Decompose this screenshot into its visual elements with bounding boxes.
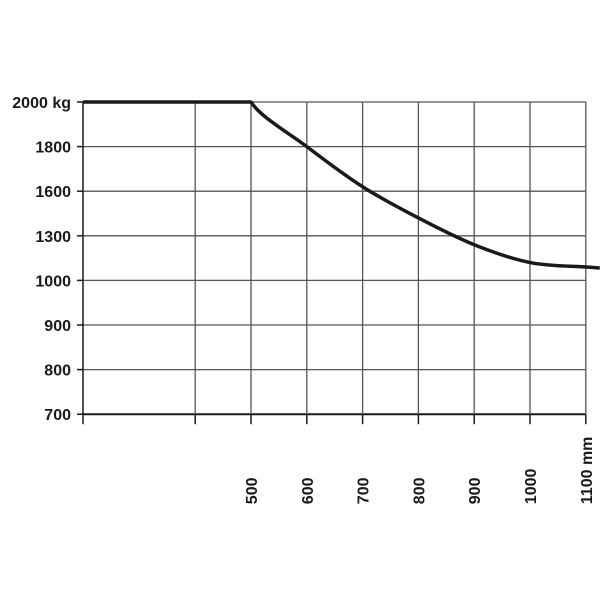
curve-layer xyxy=(83,100,600,270)
y-tick-label: 900 xyxy=(44,318,71,335)
y-tick-label: 1300 xyxy=(35,229,71,246)
x-tick-label: 1000 xyxy=(523,469,540,505)
y-tick-label: 1600 xyxy=(35,184,71,201)
x-tick-labels: 500 600 700 800 900 1000 1100 mm xyxy=(244,437,596,505)
x-tick-label: 700 xyxy=(356,477,373,504)
x-tick-label: 500 xyxy=(244,477,261,504)
x-tick-label: 900 xyxy=(467,477,484,504)
y-tick-label: 2000 kg xyxy=(12,95,71,112)
x-tick-label: 800 xyxy=(411,477,428,504)
y-tick-label: 800 xyxy=(44,363,71,380)
y-tick-labels: 700 800 900 1000 1300 1600 1800 2000 kg xyxy=(12,95,71,424)
y-tick-label: 1800 xyxy=(35,140,71,157)
load-curve-line xyxy=(83,100,600,270)
y-tick-label: 700 xyxy=(44,407,71,424)
grid-layer xyxy=(77,101,587,425)
x-tick-label: 1100 mm xyxy=(579,437,596,505)
x-tick-label: 600 xyxy=(300,477,317,504)
y-tick-label: 1000 xyxy=(35,273,71,290)
